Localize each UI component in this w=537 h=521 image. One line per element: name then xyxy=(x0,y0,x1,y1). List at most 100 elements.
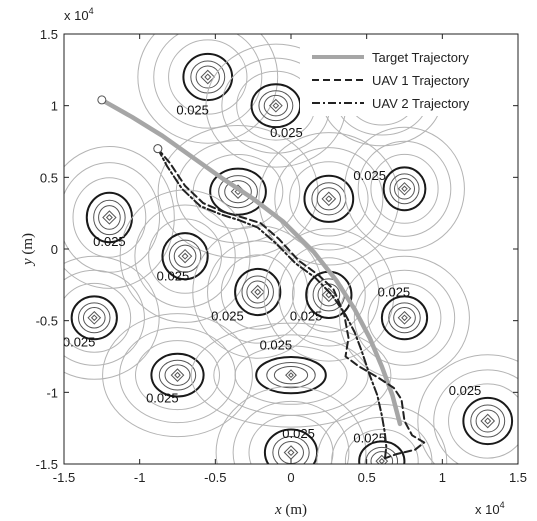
contour-peak-ring xyxy=(87,310,102,325)
contour-level-0-025-ring xyxy=(234,267,282,317)
contour-outer-ring xyxy=(137,34,279,144)
contour-outer-ring xyxy=(64,282,132,353)
contour-outer-ring xyxy=(370,153,439,224)
contour-outer-ring xyxy=(232,400,350,464)
y-tick-label: -1 xyxy=(46,385,58,400)
contour-peak-ring xyxy=(254,288,262,296)
contour-peak-ring xyxy=(321,287,337,303)
contour-peak-ring xyxy=(321,191,337,207)
series-start-marker xyxy=(153,144,163,154)
contour-outer-ring xyxy=(367,282,442,353)
x-exponent-label: x 104 xyxy=(475,500,505,517)
x-tick-label: 0.5 xyxy=(358,470,376,485)
contour-inner-ring xyxy=(78,302,111,334)
contour-inner-ring xyxy=(470,404,506,438)
contour-inner-ring xyxy=(272,435,310,464)
contour-peak-ring xyxy=(174,371,181,379)
x-tick-label: -1.5 xyxy=(53,470,75,485)
contour-outer-ring xyxy=(153,34,263,129)
contour-inner-ring xyxy=(266,362,316,389)
contour-outer-ring xyxy=(274,147,384,251)
contour-label: 0.025 xyxy=(290,309,323,324)
contour-inner-ring xyxy=(218,175,258,209)
contour-level-0-025-ring xyxy=(209,167,267,216)
contour-label: 0.025 xyxy=(282,426,315,441)
contour-peak-ring xyxy=(288,372,294,379)
contour-inner-ring xyxy=(393,307,416,329)
contour-inner-ring xyxy=(241,275,274,309)
contour-inner-ring xyxy=(168,239,202,273)
series-start-marker xyxy=(97,95,107,105)
contour-outer-ring xyxy=(353,269,456,366)
y-axis-title: y (m) xyxy=(20,233,36,267)
contour-inner-ring xyxy=(389,173,420,205)
contour-outer-ring xyxy=(289,161,369,237)
y-exponent-label: x 104 xyxy=(64,6,94,23)
contour-outer-ring xyxy=(278,243,380,347)
contour-label: 0.025 xyxy=(93,234,126,249)
contour-peak-ring xyxy=(200,69,216,85)
contour-outer-ring xyxy=(64,255,160,380)
contour-peak-ring xyxy=(269,98,283,113)
contour-inner-ring xyxy=(93,199,126,236)
contour-inner-ring xyxy=(82,307,106,329)
contour-outer-ring xyxy=(258,132,400,266)
contour-outer-ring xyxy=(64,269,145,366)
contour-label: 0.025 xyxy=(63,334,96,349)
y-tick-label: 0.5 xyxy=(40,170,58,185)
contour-outer-ring xyxy=(417,354,518,464)
contour-inner-ring xyxy=(370,451,394,464)
x-tick-label: 0 xyxy=(287,470,294,485)
contour-inner-ring xyxy=(263,94,289,117)
contour-outer-ring xyxy=(263,228,395,362)
contour-label: 0.025 xyxy=(211,309,244,324)
contour-label: 0.025 xyxy=(176,102,209,117)
contour-level-0-025-ring xyxy=(380,295,429,341)
contour-label: 0.025 xyxy=(353,431,386,446)
contour-outer-ring xyxy=(157,124,319,259)
contour-outer-ring xyxy=(207,240,309,344)
series-layer xyxy=(97,95,426,461)
contour-label: 0.025 xyxy=(146,390,179,405)
contour-label: 0.025 xyxy=(449,383,482,398)
contour-inner-ring xyxy=(173,244,197,268)
contour-inner-ring xyxy=(365,446,399,464)
contour-inner-ring xyxy=(273,365,309,385)
contour-peak-ring xyxy=(90,314,98,322)
contour-peak-ring xyxy=(375,454,389,464)
contour-peak-ring xyxy=(397,182,412,196)
series-line-0 xyxy=(99,97,403,427)
axis-ticks: -1.5 -1 -0.5 0 0.5 1 1.5 -1.5 -1 -0.5 0 0.5 1 1.5 xyxy=(36,27,527,485)
contour-peak-ring xyxy=(285,369,297,382)
contour-outer-ring xyxy=(102,313,253,438)
contour-inner-ring xyxy=(98,205,121,230)
contour-peak-ring xyxy=(287,449,295,457)
contour-inner-ring xyxy=(195,65,220,89)
contour-outer-ring xyxy=(190,322,392,428)
contour-label: 0.025 xyxy=(378,284,411,299)
contour-inner-ring xyxy=(394,178,415,200)
contour-level-0-025-ring xyxy=(150,352,205,398)
contour-peak-ring xyxy=(480,413,496,429)
contour-outer-ring xyxy=(316,403,448,464)
x-tick-label: 1 xyxy=(439,470,446,485)
contour-label-layer: 0.025 0.025 0.025 0.025 0.025 0.025 0.025 0.025… xyxy=(63,102,482,446)
contour-outer-ring xyxy=(344,126,465,251)
contour-peak-ring xyxy=(325,195,333,203)
x-tick-label: 1.5 xyxy=(509,470,527,485)
contour-outer-ring xyxy=(134,204,236,308)
contour-label: 0.025 xyxy=(260,337,293,352)
contour-outer-ring xyxy=(448,383,518,459)
contour-inner-ring xyxy=(475,409,500,433)
y-tick-label: -0.5 xyxy=(36,314,58,329)
contour-peak-ring xyxy=(177,248,193,264)
contour-outer-ring xyxy=(135,340,220,411)
contour-level-0-025-ring xyxy=(70,295,118,341)
contour-label: 0.025 xyxy=(157,269,190,284)
contour-level-0-025-ring xyxy=(161,232,209,281)
series-line-2 xyxy=(156,147,388,461)
y-tick-label: 1 xyxy=(51,99,58,114)
y-tick-label: -1.5 xyxy=(36,457,58,472)
contour-outer-ring xyxy=(168,39,248,115)
contour-level-0-025-ring xyxy=(255,356,327,395)
